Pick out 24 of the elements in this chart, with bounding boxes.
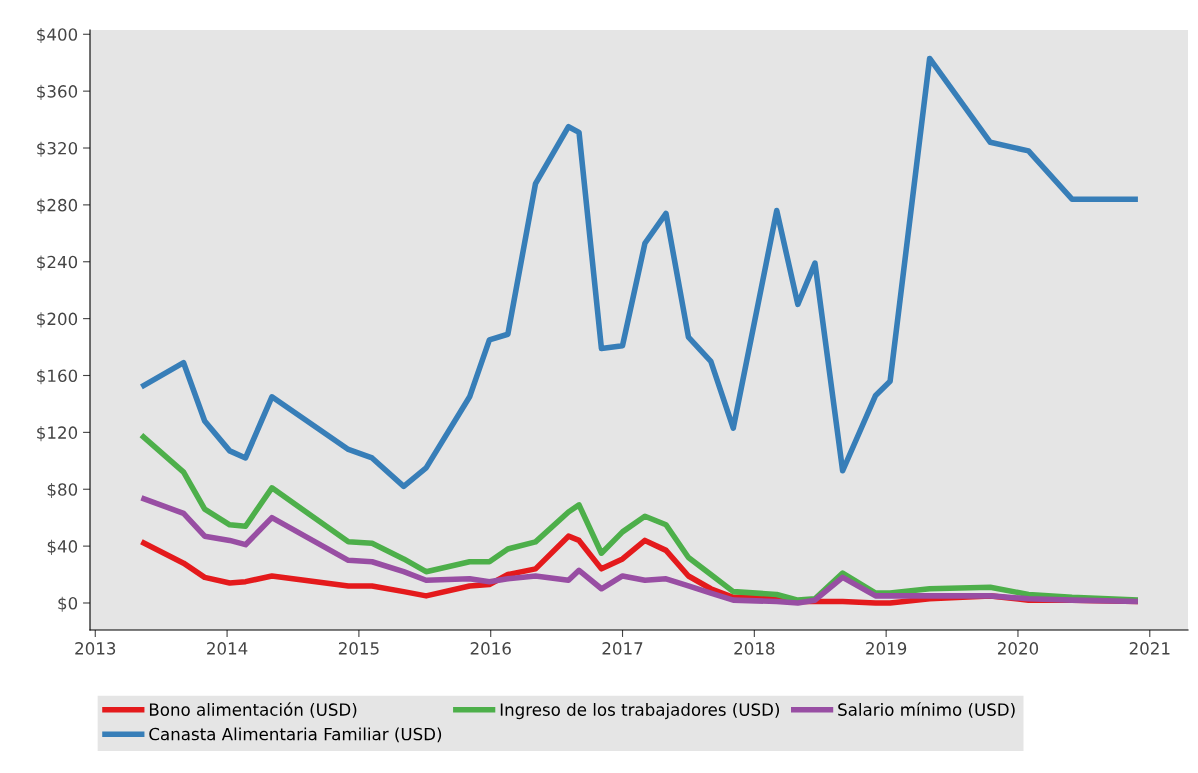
x-tick-label: 2013 xyxy=(75,642,116,655)
x-tick-label: 2018 xyxy=(734,642,775,655)
y-tick-label: $200 xyxy=(37,312,78,328)
y-tick-label: $80 xyxy=(47,482,78,499)
y-tick-label: $400 xyxy=(37,27,78,44)
y-tick-label: $40 xyxy=(47,539,78,555)
legend-label: Salario mínimo (USD) xyxy=(838,702,1015,718)
x-tick-label: 2019 xyxy=(866,642,907,655)
x-tick-label: 2014 xyxy=(207,642,248,655)
legend-label: Canasta Alimentaria Familiar (USD) xyxy=(149,727,442,743)
y-tick-label: $0 xyxy=(58,596,78,612)
y-tick-label: $120 xyxy=(37,426,78,442)
y-tick-label: $360 xyxy=(37,84,78,100)
x-tick-label: 2015 xyxy=(338,642,379,655)
legend-label: Ingreso de los trabajadores (USD) xyxy=(500,703,780,720)
x-tick-label: 2016 xyxy=(470,642,511,655)
legend-label: Bono alimentación (USD) xyxy=(149,702,357,718)
y-tick-label: $280 xyxy=(37,198,78,214)
x-tick-label: 2020 xyxy=(997,642,1039,655)
y-tick-label: $320 xyxy=(37,141,78,157)
y-tick-label: $160 xyxy=(37,369,78,385)
x-tick-label: 2017 xyxy=(602,642,643,655)
x-tick-label: 2021 xyxy=(1129,642,1170,655)
y-tick-label: $240 xyxy=(37,255,78,271)
